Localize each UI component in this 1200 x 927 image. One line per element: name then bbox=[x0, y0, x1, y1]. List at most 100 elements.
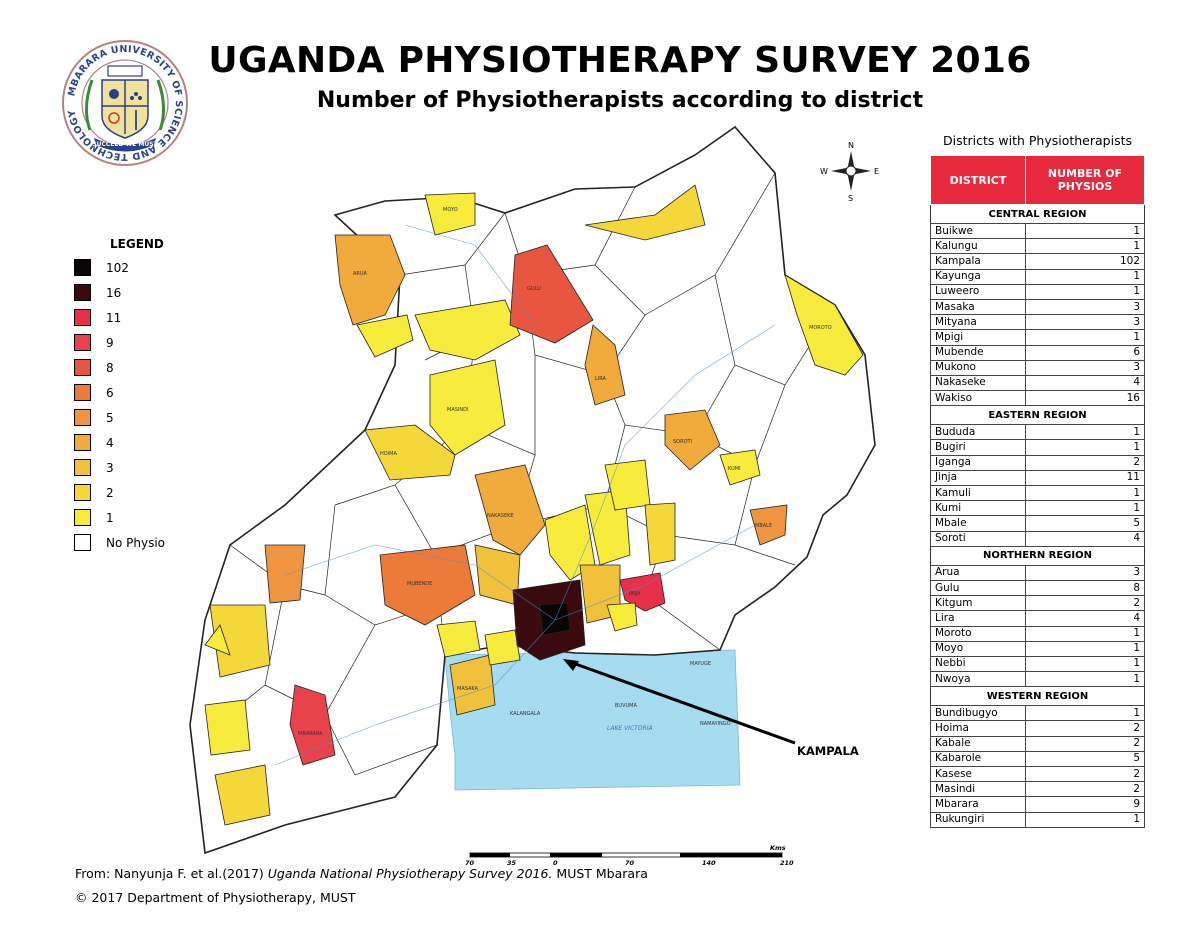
physio-count-cell: 6 bbox=[1025, 344, 1145, 361]
legend-label: 9 bbox=[106, 335, 114, 350]
table-caption: Districts with Physiotherapists bbox=[942, 133, 1132, 148]
physio-count-cell: 1 bbox=[1025, 484, 1145, 502]
district-kasese bbox=[209, 604, 271, 678]
scale-tick: 0 bbox=[553, 859, 558, 867]
logo-shield-icon bbox=[101, 79, 149, 139]
table-row: Jinja 11 bbox=[930, 469, 1145, 487]
legend-swatch bbox=[74, 359, 91, 376]
district-lira bbox=[584, 324, 626, 406]
physio-count-cell: 1 bbox=[1025, 222, 1145, 240]
district-name-cell: Jinja bbox=[930, 469, 1026, 487]
district-name-cell: Moyo bbox=[930, 640, 1026, 657]
table-row: Luweero 1 bbox=[930, 283, 1145, 300]
district-moroto bbox=[784, 274, 864, 376]
legend-swatch bbox=[74, 459, 91, 476]
legend-label: 2 bbox=[106, 485, 114, 500]
district-mbale bbox=[749, 504, 788, 546]
scale-bar: Kms 70 35 0 70 140 210 bbox=[465, 844, 794, 867]
district-buikwe bbox=[606, 602, 638, 632]
district-label: BUVUMA bbox=[615, 703, 637, 709]
compass-east: E bbox=[874, 167, 879, 176]
physio-count-cell: 4 bbox=[1025, 374, 1145, 392]
map-legend: LEGEND 102 16 11 9 8 6 5 4 3 2 1 No Physio bbox=[74, 237, 194, 555]
source-italic: Uganda National Physiotherapy Survey 201… bbox=[267, 866, 553, 881]
table-row: Mbale 5 bbox=[930, 515, 1145, 532]
table-row: Mpigi 1 bbox=[930, 329, 1145, 346]
legend-label: 1 bbox=[106, 510, 114, 525]
district-label-layer: GULU LIRA ARUA MOYO MOROTO HOIMA MASINDI… bbox=[298, 207, 832, 737]
district-name-cell: Kayunga bbox=[930, 268, 1026, 285]
logo-banner-icon bbox=[94, 138, 156, 152]
district-label: SOROTI bbox=[673, 439, 692, 445]
district-label: KALANGALA bbox=[510, 711, 541, 717]
lake-victoria-water bbox=[444, 649, 741, 791]
table-row: Kamuli 1 bbox=[930, 484, 1145, 502]
district-name-cell: Arua bbox=[930, 564, 1026, 581]
district-name-cell: Kabarole bbox=[930, 750, 1026, 768]
source-prefix: From: Nanyunja F. et al.(2017) bbox=[75, 866, 268, 881]
district-label: MAYUGE bbox=[690, 661, 711, 667]
source-citation: From: Nanyunja F. et al.(2017) Uganda Na… bbox=[75, 866, 648, 881]
table-row: Masindi 2 bbox=[930, 781, 1145, 798]
physio-count-cell: 9 bbox=[1025, 796, 1145, 813]
legend-swatch bbox=[74, 484, 91, 501]
legend-swatch bbox=[74, 384, 91, 401]
district-label: JINJA bbox=[628, 591, 641, 597]
physio-count-cell: 1 bbox=[1025, 811, 1145, 828]
table-row: Moroto 1 bbox=[930, 625, 1145, 642]
district-name-cell: Mukono bbox=[930, 359, 1026, 376]
table-row: Mbarara 9 bbox=[930, 796, 1145, 813]
physio-count-cell: 16 bbox=[1025, 390, 1145, 407]
compass-west: W bbox=[820, 167, 828, 176]
legend-swatch bbox=[74, 259, 91, 276]
scale-tick: 70 bbox=[625, 859, 635, 867]
district-nebbi bbox=[356, 314, 414, 358]
district-mbarara bbox=[289, 684, 336, 766]
legend-swatch bbox=[74, 284, 91, 301]
physio-count-cell: 102 bbox=[1025, 253, 1145, 270]
table-row: Bududa 1 bbox=[930, 424, 1145, 441]
district-label: MOYO bbox=[443, 207, 458, 213]
logo-wreath-icon bbox=[85, 79, 165, 131]
district-name-cell: Bugiri bbox=[930, 439, 1026, 456]
scale-tick: 210 bbox=[780, 859, 794, 867]
physio-count-cell: 1 bbox=[1025, 655, 1145, 673]
district-label: ARUA bbox=[353, 271, 368, 277]
col-header-number: NUMBER OF PHYSIOS bbox=[1025, 155, 1145, 205]
physio-count-cell: 2 bbox=[1025, 735, 1145, 752]
table-row: Lira 4 bbox=[930, 610, 1145, 627]
district-bundibugyo bbox=[204, 624, 231, 656]
region-name: EASTERN REGION bbox=[930, 405, 1145, 426]
legend-label: No Physio bbox=[106, 535, 166, 550]
logo-motto: SUCCEED WE MUST bbox=[92, 141, 158, 148]
district-name-cell: Kitgum bbox=[930, 595, 1026, 612]
physio-count-cell: 1 bbox=[1025, 424, 1145, 441]
region-header-row: CENTRAL REGION bbox=[930, 204, 1145, 224]
district-kabarole bbox=[264, 544, 306, 604]
district-name-cell: Wakiso bbox=[930, 390, 1026, 407]
district-name-cell: Mbarara bbox=[930, 796, 1026, 813]
district-name-cell: Masaka bbox=[930, 298, 1026, 316]
district-name-cell: Lira bbox=[930, 610, 1026, 627]
legend-label: 11 bbox=[106, 310, 122, 325]
district-name-cell: Nebbi bbox=[930, 655, 1026, 673]
district-masaka bbox=[449, 654, 496, 716]
legend-item: 1 bbox=[74, 505, 194, 530]
district-mpigi bbox=[484, 629, 521, 666]
road-network bbox=[274, 224, 776, 766]
district-jinja bbox=[619, 572, 666, 612]
district-kumi bbox=[719, 449, 761, 486]
legend-title: LEGEND bbox=[110, 237, 164, 251]
region-name: NORTHERN REGION bbox=[930, 545, 1145, 566]
legend-item: 6 bbox=[74, 380, 194, 405]
district-iganga bbox=[644, 502, 676, 566]
region-name: WESTERN REGION bbox=[930, 686, 1145, 707]
district-label: HOIMA bbox=[380, 451, 397, 457]
district-label: MOROTO bbox=[809, 325, 832, 331]
logo-book-icon bbox=[107, 65, 143, 77]
university-logo: MBARARA UNIVERSITY OF SCIENCE AND TECHNO… bbox=[62, 40, 188, 166]
table-row: Kalungu 1 bbox=[930, 238, 1145, 255]
table-row: Wakiso 16 bbox=[930, 390, 1145, 407]
district-masindi bbox=[429, 359, 506, 456]
region-header-row: WESTERN REGION bbox=[930, 686, 1145, 707]
